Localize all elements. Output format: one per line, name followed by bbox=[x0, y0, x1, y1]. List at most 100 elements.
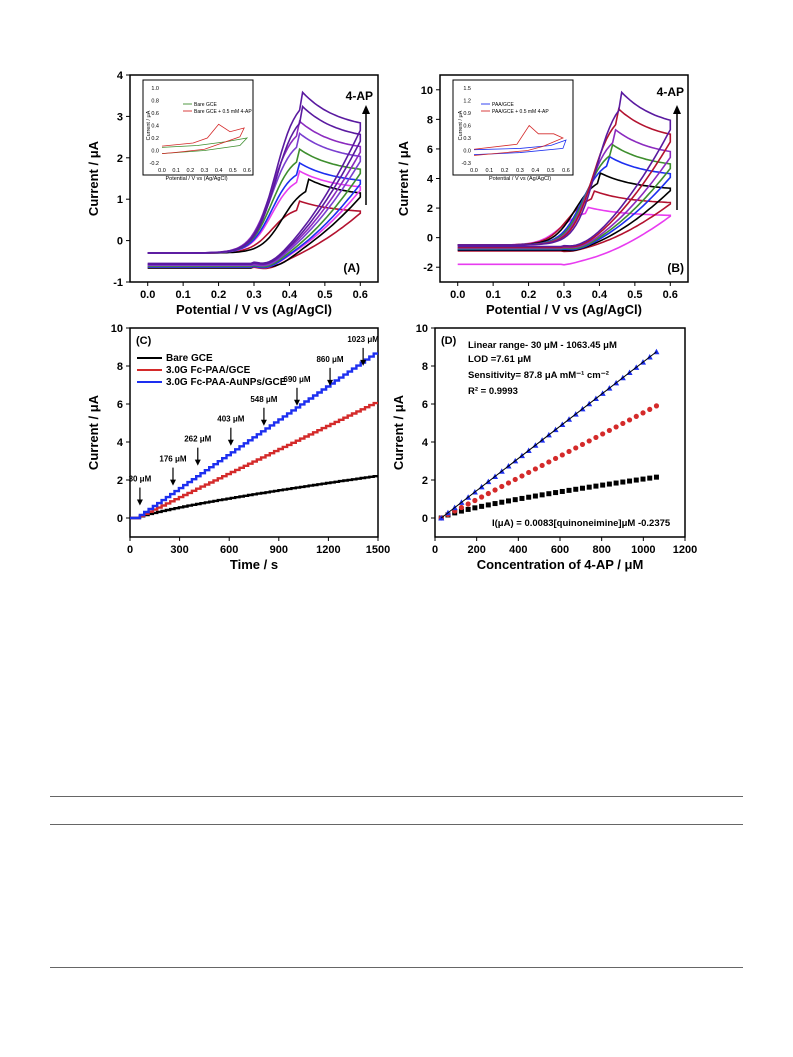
data-point-circle bbox=[573, 445, 579, 451]
y-tick-label: 10 bbox=[111, 323, 123, 335]
data-point-square bbox=[506, 498, 512, 504]
y-axis-label: Current / μA bbox=[86, 394, 101, 470]
x-tick-label: 0.5 bbox=[627, 289, 642, 301]
concentration-label: 860 μM bbox=[316, 355, 343, 364]
inset-x-tick-label: 0.0 bbox=[158, 168, 166, 174]
x-tick-label: 200 bbox=[467, 544, 485, 556]
amperometric-trace bbox=[130, 352, 378, 520]
y-tick-label: 6 bbox=[117, 399, 123, 411]
r-squared-text: R² = 0.9993 bbox=[468, 386, 518, 397]
x-tick-label: 0.4 bbox=[282, 289, 298, 301]
data-point-circle bbox=[499, 483, 505, 490]
data-point-square bbox=[458, 508, 464, 514]
inset-x-tick-label: 0.1 bbox=[486, 168, 494, 174]
y-axis-label: Current / μA bbox=[391, 394, 406, 470]
concentration-label: 262 μM bbox=[184, 435, 211, 444]
addition-arrowhead bbox=[360, 359, 367, 366]
arrow-label-b: 4-AP bbox=[657, 85, 684, 99]
panel-c: 0 300 600 900 1200 1500 0 2 4 6 8 10 Time / s Current… bbox=[86, 323, 390, 572]
panel-a: 0.0 0.1 0.2 0.3 0.4 0.5 0.6 -1 0 1 2 3 4 Potential / … bbox=[86, 70, 379, 317]
data-point-square bbox=[512, 497, 518, 503]
y-tick-label: 2 bbox=[422, 475, 428, 487]
x-axis-label: Potential / V vs (Ag/AgCl) bbox=[176, 302, 332, 317]
x-tick-label: 400 bbox=[509, 544, 527, 556]
arrowhead-b bbox=[673, 105, 681, 114]
inset-y-tick-label: 0.3 bbox=[463, 136, 471, 142]
axes-c: 0 300 600 900 1200 1500 0 2 4 6 8 10 Time / s Current… bbox=[86, 323, 390, 572]
inset-frame-b bbox=[452, 79, 574, 176]
addition-arrowhead bbox=[136, 499, 143, 506]
y-tick-label: 2 bbox=[117, 153, 123, 165]
inset-x-tick-label: 0.0 bbox=[470, 168, 478, 174]
concentration-label: 548 μM bbox=[250, 395, 277, 404]
inset-curves-b: 0.0 0.1 0.2 0.3 0.4 0.5 0.6-0.30.00.30.60.91.2… bbox=[458, 86, 570, 182]
addition-arrowhead bbox=[260, 419, 267, 426]
data-point-circle bbox=[620, 420, 626, 427]
cv-curve bbox=[457, 90, 672, 248]
y-tick-label: 1 bbox=[117, 194, 123, 206]
panel-label-d: (D) bbox=[441, 335, 457, 347]
y-tick-label: 6 bbox=[427, 144, 433, 156]
inset-x-tick-label: 0.4 bbox=[215, 168, 223, 174]
data-point-square bbox=[593, 483, 599, 489]
data-point-square bbox=[633, 477, 639, 483]
x-tick-label: 0 bbox=[127, 544, 133, 556]
inset-y-tick-label: 0.0 bbox=[151, 149, 159, 155]
y-tick-label: 0 bbox=[117, 513, 123, 525]
data-point-square bbox=[640, 476, 646, 482]
inset-y-tick-label: 1.2 bbox=[463, 99, 471, 105]
y-axis-label: Current / μA bbox=[396, 140, 411, 216]
legend-label: 3.0G Fc-PAA/GCE bbox=[166, 365, 251, 376]
data-point-circle bbox=[647, 406, 653, 413]
arrow-label-a: 4-AP bbox=[346, 89, 373, 103]
x-tick-label: 0.2 bbox=[521, 289, 536, 301]
data-point-circle bbox=[640, 410, 646, 416]
data-point-circle bbox=[532, 466, 539, 472]
inset-x-label: Potential / V vs (Ag/AgCl) bbox=[489, 176, 551, 182]
data-point-square bbox=[532, 493, 538, 499]
inset-x-tick-label: 0.1 bbox=[172, 168, 180, 174]
addition-arrowhead bbox=[227, 439, 234, 446]
y-tick-label: 10 bbox=[416, 323, 428, 335]
panel-label-c: (C) bbox=[136, 335, 152, 347]
inset-x-tick-label: 0.3 bbox=[516, 168, 524, 174]
y-tick-label: 0 bbox=[117, 236, 123, 248]
lod-text: LOD =7.61 μM bbox=[468, 354, 531, 365]
concentration-label: 403 μM bbox=[217, 415, 244, 424]
data-point-circle bbox=[485, 490, 491, 497]
x-tick-label: 0.1 bbox=[175, 289, 190, 301]
data-point-circle bbox=[633, 413, 639, 420]
inset-y-tick-label: 0.6 bbox=[151, 111, 159, 117]
y-tick-label: -1 bbox=[113, 277, 123, 289]
arrowhead-a bbox=[362, 105, 370, 114]
data-point-circle bbox=[505, 480, 512, 486]
x-tick-label: 0.0 bbox=[140, 289, 155, 301]
panel-label-a: (A) bbox=[343, 261, 360, 275]
inset-x-tick-label: 0.3 bbox=[201, 168, 209, 174]
addition-arrowhead bbox=[169, 479, 176, 486]
calibration-points-d bbox=[438, 348, 660, 521]
data-point-circle bbox=[465, 501, 471, 507]
inset-curve-paa bbox=[473, 139, 567, 156]
inset-x-tick-label: 0.5 bbox=[229, 168, 237, 174]
data-point-circle bbox=[586, 438, 592, 444]
sensitivity-text: Sensitivity= 87.8 μA mM⁻¹ cm⁻² bbox=[468, 370, 609, 381]
y-tick-label: 0 bbox=[422, 513, 428, 525]
data-point-circle bbox=[492, 487, 498, 493]
data-point-square bbox=[627, 478, 633, 484]
panel-d: 0 200 400 600 800 1000 1200 0 2 4 6 8 10 Concentratio… bbox=[391, 323, 697, 572]
inset-y-tick-label: 0.6 bbox=[463, 124, 471, 130]
y-tick-label: 2 bbox=[117, 475, 123, 487]
panel-label-b: (B) bbox=[667, 261, 684, 275]
inset-x-tick-label: 0.5 bbox=[547, 168, 555, 174]
addition-arrowhead bbox=[293, 399, 300, 406]
data-point-square bbox=[566, 487, 572, 493]
inset-curve-bare bbox=[161, 137, 249, 155]
y-tick-label: 8 bbox=[422, 361, 428, 373]
axes-d: 0 200 400 600 800 1000 1200 0 2 4 6 8 10 Concentratio… bbox=[391, 323, 697, 572]
data-point-circle bbox=[593, 434, 599, 441]
data-point-square bbox=[485, 502, 491, 508]
inset-legend-label: PAA/GCE bbox=[492, 102, 515, 108]
y-tick-label: 6 bbox=[422, 399, 428, 411]
inset-y-label: Current / μA bbox=[458, 110, 464, 140]
